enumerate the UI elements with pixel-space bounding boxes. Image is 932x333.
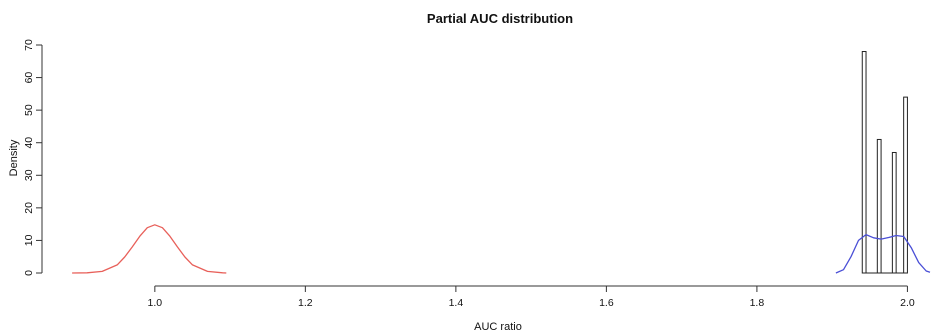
histogram-bar xyxy=(861,51,867,274)
y-tick-label: 30 xyxy=(23,169,35,181)
y-axis-label: Density xyxy=(8,139,20,176)
y-tick-label: 0 xyxy=(23,270,35,276)
y-tick-label: 10 xyxy=(23,234,35,246)
histogram-bar xyxy=(876,138,882,274)
y-tick-label: 60 xyxy=(23,72,35,84)
x-tick-label: 1.0 xyxy=(148,297,163,309)
chart-title: Partial AUC distribution xyxy=(427,11,573,26)
x-tick-label: 1.2 xyxy=(298,297,313,309)
x-tick-label: 2.0 xyxy=(900,297,915,309)
x-tick-label: 1.4 xyxy=(449,297,464,309)
density-curve-red xyxy=(72,224,227,274)
y-tick-label: 20 xyxy=(23,202,35,214)
histogram-bar xyxy=(903,96,908,274)
density-curve-blue xyxy=(835,233,931,274)
x-axis-label: AUC ratio xyxy=(474,321,522,333)
density-curves xyxy=(72,224,931,274)
y-tick-label: 50 xyxy=(23,104,35,116)
y-tick-label: 70 xyxy=(23,39,35,51)
x-tick-label: 1.6 xyxy=(599,297,614,309)
x-axis: 1.0 1.2 1.4 1.6 1.8 2.0 xyxy=(148,285,915,309)
histogram-bar xyxy=(891,151,897,274)
y-tick-label: 40 xyxy=(23,137,35,149)
x-tick-label: 1.8 xyxy=(750,297,765,309)
histogram-bars xyxy=(861,51,908,274)
y-axis: 0 10 20 30 40 50 60 70 xyxy=(23,39,43,276)
